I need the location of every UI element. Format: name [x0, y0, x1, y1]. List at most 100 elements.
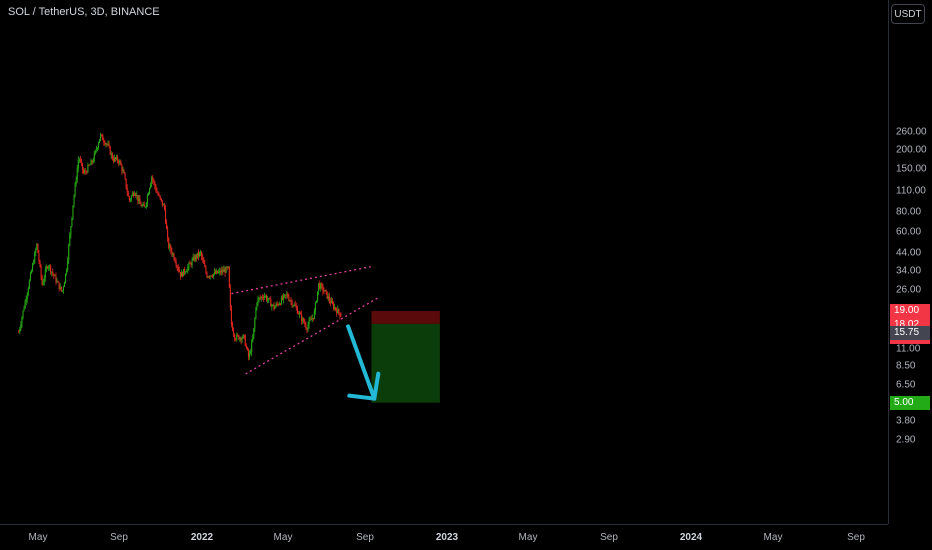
candle-body: [337, 308, 339, 314]
candle-body: [262, 297, 264, 299]
candle-body: [329, 300, 331, 304]
candle-body: [272, 304, 274, 306]
candle-body: [124, 173, 126, 179]
candle-body: [206, 272, 208, 278]
candle-body: [291, 300, 293, 306]
candle-body: [85, 171, 87, 173]
candle-body: [123, 170, 125, 174]
candle-body: [104, 142, 106, 145]
candle-body: [147, 193, 150, 196]
candle-body: [336, 309, 338, 314]
candle-body: [240, 337, 242, 341]
candle-body: [331, 301, 334, 304]
price-axis[interactable]: [888, 0, 932, 524]
candle-body: [75, 179, 77, 185]
currency-unit-button[interactable]: USDT: [891, 4, 925, 24]
time-axis[interactable]: [0, 524, 888, 550]
candle-body: [143, 204, 145, 207]
candle-body: [127, 192, 129, 197]
candle-body: [208, 276, 210, 278]
candle-body: [36, 243, 38, 250]
candle-body: [330, 301, 332, 304]
price-tick-label: 260.00: [896, 126, 927, 138]
candle-body: [221, 269, 223, 273]
candle-body: [89, 164, 91, 166]
candle-body: [168, 238, 170, 248]
candle-body: [167, 228, 169, 239]
candle-body: [109, 146, 111, 155]
candle-body: [268, 298, 270, 300]
candle-body: [325, 290, 327, 292]
candle-body: [303, 318, 305, 323]
candle-body: [280, 297, 282, 305]
candle-body: [212, 273, 214, 277]
candle-body: [196, 252, 198, 258]
candle-body: [24, 301, 26, 309]
candle-body: [258, 297, 260, 299]
candle-body: [73, 195, 75, 206]
time-tick-label: Sep: [600, 532, 618, 543]
candle-body: [192, 257, 194, 260]
candle-body: [298, 313, 301, 315]
candle-body: [49, 265, 51, 267]
candle-body: [142, 204, 144, 206]
candle-body: [263, 296, 265, 299]
candle-body: [35, 249, 37, 253]
candle-body: [39, 261, 41, 266]
candle-body: [317, 291, 319, 302]
candle-body: [227, 266, 229, 268]
candle-body: [174, 259, 176, 263]
candle-body: [171, 250, 173, 255]
candle-body: [254, 318, 256, 329]
candle-body: [286, 293, 288, 296]
candle-body: [183, 269, 185, 277]
candle-body: [228, 266, 230, 288]
price-tick-label: 6.50: [896, 379, 916, 391]
candle-body: [238, 335, 240, 340]
candle-body: [63, 282, 66, 287]
candle-body: [135, 193, 137, 196]
candle-body: [275, 303, 277, 307]
time-tick-label: May: [28, 532, 48, 543]
candle-body: [154, 181, 156, 187]
candle-body: [119, 161, 121, 163]
candle-body: [177, 267, 179, 271]
candle-body: [256, 302, 258, 308]
candle-body: [122, 170, 124, 172]
candle-body: [117, 157, 119, 162]
candle-body: [137, 195, 139, 201]
time-tick-label: May: [273, 532, 293, 543]
candle-body: [41, 276, 43, 285]
candle-body: [116, 157, 118, 160]
price-tick-label: 34.00: [896, 265, 922, 277]
candle-body: [244, 335, 246, 346]
candle-body: [29, 273, 31, 281]
candle-body: [57, 281, 59, 283]
candle-body: [97, 143, 100, 148]
down-arrow-head: [347, 371, 381, 401]
candle-body: [81, 163, 84, 170]
candle-body: [282, 295, 285, 300]
candle-body: [22, 310, 24, 318]
candle-body: [159, 195, 161, 199]
candle-body: [64, 273, 67, 283]
candle-body: [203, 259, 205, 264]
candle-body: [210, 275, 212, 277]
candle-body: [328, 296, 330, 301]
candle-body: [315, 301, 318, 303]
candle-body: [246, 347, 248, 350]
candle-body: [23, 308, 25, 311]
candle-body: [156, 190, 158, 193]
candle-body: [276, 303, 278, 305]
candle-body: [288, 297, 290, 301]
candle-body: [157, 192, 159, 196]
candle-body: [338, 308, 340, 313]
candle-body: [205, 267, 207, 273]
candle-body: [302, 318, 304, 321]
candle-body: [99, 139, 101, 144]
target-price-badge: 5.00: [890, 395, 930, 410]
candle-body: [229, 287, 231, 308]
candle-body: [20, 324, 22, 329]
wedge-lower-trendline: [245, 296, 380, 375]
